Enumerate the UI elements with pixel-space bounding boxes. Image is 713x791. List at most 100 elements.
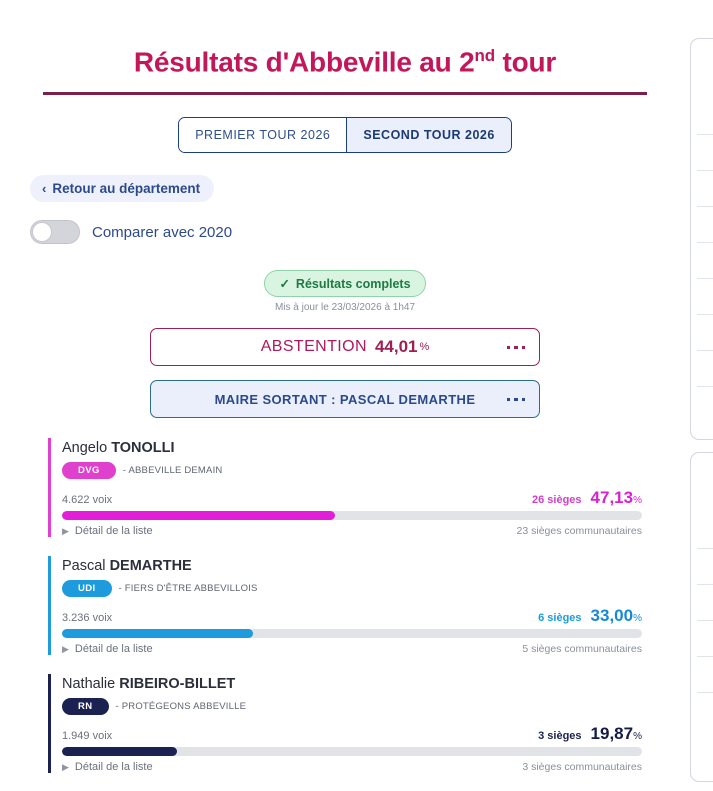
back-link-label: Retour au département bbox=[52, 181, 201, 197]
tab-second-tour[interactable]: SECOND TOUR 2026 bbox=[346, 118, 511, 153]
candidate-stats: 4.622 voix 26 sièges 47,13% bbox=[62, 488, 642, 508]
list-item[interactable] bbox=[697, 621, 713, 657]
last-updated-text: Mis à jour le 23/03/2026 à 1h47 bbox=[274, 302, 416, 314]
page-title: Résultats d'Abbeville au 2nd tour bbox=[0, 46, 690, 78]
list-item[interactable] bbox=[697, 513, 713, 549]
candidate-result: 26 sièges 47,13% bbox=[532, 488, 642, 508]
candidate-percent: 47,13 bbox=[590, 488, 634, 508]
list-item[interactable] bbox=[697, 387, 713, 423]
candidate-first-name: Angelo bbox=[62, 440, 108, 457]
candidate-bar-fill bbox=[62, 747, 178, 757]
list-item[interactable] bbox=[697, 279, 713, 315]
side-panel-header bbox=[691, 39, 713, 99]
list-item[interactable] bbox=[697, 243, 713, 279]
candidate-row: Nathalie RIBEIRO-BILLET RN - PROTÉGEONS … bbox=[48, 670, 642, 777]
candidate-percent-symbol: % bbox=[633, 495, 642, 507]
candidate-votes: 1.949 voix bbox=[62, 730, 113, 743]
candidate-name: Pascal DEMARTHE bbox=[62, 558, 642, 574]
party-badge: DVG bbox=[62, 462, 116, 480]
list-item[interactable] bbox=[697, 351, 713, 387]
candidate-detail-label: Détail de la liste bbox=[74, 525, 153, 538]
candidate-percent-group: 19,87% bbox=[591, 724, 642, 744]
outgoing-mayor-box[interactable]: MAIRE SORTANT : PASCAL DEMARTHE bbox=[150, 380, 540, 419]
candidate-result: 6 sièges 33,00% bbox=[538, 606, 642, 626]
party-badge: RN bbox=[62, 698, 109, 716]
candidate-bar-track bbox=[62, 511, 642, 521]
candidate-seats: 26 sièges bbox=[532, 494, 582, 507]
list-item[interactable] bbox=[697, 99, 713, 135]
candidate-list: Angelo TONOLLI DVG - ABBEVILLE DEMAIN 4.… bbox=[48, 434, 642, 777]
party-badge: UDI bbox=[62, 580, 112, 598]
candidate-percent-symbol: % bbox=[633, 613, 642, 625]
candidate-last-name: TONOLLI bbox=[111, 440, 175, 457]
candidate-percent: 19,87 bbox=[590, 724, 634, 744]
triangle-right-icon: ▶ bbox=[62, 525, 69, 536]
abstention-box[interactable]: ABSTENTION 44,01 % bbox=[150, 328, 540, 367]
list-item[interactable] bbox=[697, 135, 713, 171]
candidate-party-row: UDI - FIERS D'ÊTRE ABBEVILLOIS bbox=[62, 580, 642, 598]
status-badge-label: Résultats complets bbox=[295, 276, 411, 291]
back-to-department-link[interactable]: ‹ Retour au département bbox=[30, 175, 215, 203]
list-item[interactable] bbox=[697, 549, 713, 585]
candidate-community-seats: 23 sièges communautaires bbox=[516, 525, 642, 538]
outgoing-mayor-label: MAIRE SORTANT : PASCAL DEMARTHE bbox=[214, 391, 476, 407]
candidate-detail-toggle[interactable]: ▶ Détail de la liste bbox=[62, 761, 153, 773]
candidate-last-name: DEMARTHE bbox=[109, 558, 192, 575]
round-tabs: PREMIER TOUR 2026 SECOND TOUR 2026 bbox=[178, 117, 512, 154]
compare-toggle-row: Comparer avec 2020 bbox=[30, 220, 690, 245]
candidate-accent-bar bbox=[48, 556, 51, 656]
outgoing-mayor-more-icon[interactable] bbox=[506, 397, 525, 402]
candidate-party-row: DVG - ABBEVILLE DEMAIN bbox=[62, 462, 642, 480]
candidate-accent-bar bbox=[48, 438, 51, 538]
candidate-percent-group: 47,13% bbox=[591, 488, 642, 508]
abstention-more-icon[interactable] bbox=[506, 345, 525, 350]
list-item[interactable] bbox=[697, 657, 713, 693]
candidate-votes: 4.622 voix bbox=[62, 494, 113, 507]
check-icon: ✓ bbox=[279, 277, 290, 292]
candidate-party-row: RN - PROTÉGEONS ABBEVILLE bbox=[62, 698, 642, 716]
main-content: Résultats d'Abbeville au 2nd tour PREMIE… bbox=[0, 46, 690, 777]
candidate-detail-toggle[interactable]: ▶ Détail de la liste bbox=[62, 643, 153, 655]
compare-2020-toggle[interactable] bbox=[30, 220, 80, 245]
candidate-bar-track bbox=[62, 629, 642, 639]
tabs-container: PREMIER TOUR 2026 SECOND TOUR 2026 bbox=[0, 117, 690, 154]
candidate-result: 3 sièges 19,87% bbox=[538, 724, 642, 744]
candidate-detail-label: Détail de la liste bbox=[74, 761, 153, 774]
page-title-ordinal: nd bbox=[474, 46, 496, 65]
candidate-percent-symbol: % bbox=[633, 731, 642, 743]
candidate-percent-group: 33,00% bbox=[591, 606, 642, 626]
candidate-stats: 3.236 voix 6 sièges 33,00% bbox=[62, 606, 642, 626]
candidate-bar-track bbox=[62, 747, 642, 757]
list-item[interactable] bbox=[697, 693, 713, 729]
candidate-list-name: - PROTÉGEONS ABBEVILLE bbox=[115, 701, 247, 713]
candidate-detail-row: ▶ Détail de la liste 5 sièges communauta… bbox=[62, 643, 642, 655]
tab-premier-tour[interactable]: PREMIER TOUR 2026 bbox=[179, 118, 347, 153]
candidate-bar-fill bbox=[62, 511, 336, 521]
list-item[interactable] bbox=[697, 315, 713, 351]
candidate-list-name: - FIERS D'ÊTRE ABBEVILLOIS bbox=[118, 583, 258, 595]
candidate-detail-toggle[interactable]: ▶ Détail de la liste bbox=[62, 525, 153, 537]
candidate-first-name: Nathalie bbox=[62, 676, 116, 693]
candidate-detail-row: ▶ Détail de la liste 3 sièges communauta… bbox=[62, 761, 642, 773]
candidate-name: Nathalie RIBEIRO-BILLET bbox=[62, 676, 642, 692]
candidate-accent-bar bbox=[48, 674, 51, 774]
candidate-percent: 33,00 bbox=[590, 606, 634, 626]
triangle-right-icon: ▶ bbox=[62, 761, 69, 772]
candidate-bar-fill bbox=[62, 629, 254, 639]
status-badge: ✓ Résultats complets bbox=[264, 270, 426, 298]
candidate-first-name: Pascal bbox=[62, 558, 106, 575]
candidate-seats: 6 sièges bbox=[538, 612, 582, 625]
candidate-name: Angelo TONOLLI bbox=[62, 440, 642, 456]
side-panel-card-bottom[interactable] bbox=[690, 452, 713, 782]
list-item[interactable] bbox=[697, 585, 713, 621]
page-title-text: Résultats d'Abbeville au 2 bbox=[133, 46, 475, 78]
compare-toggle-label: Comparer avec 2020 bbox=[92, 223, 233, 241]
list-item[interactable] bbox=[697, 207, 713, 243]
candidate-row: Pascal DEMARTHE UDI - FIERS D'ÊTRE ABBEV… bbox=[48, 552, 642, 659]
list-item[interactable] bbox=[697, 171, 713, 207]
candidate-last-name: RIBEIRO-BILLET bbox=[119, 676, 236, 693]
side-panel-card-top[interactable] bbox=[690, 38, 713, 440]
candidate-detail-label: Détail de la liste bbox=[74, 643, 153, 656]
title-divider bbox=[43, 92, 647, 96]
